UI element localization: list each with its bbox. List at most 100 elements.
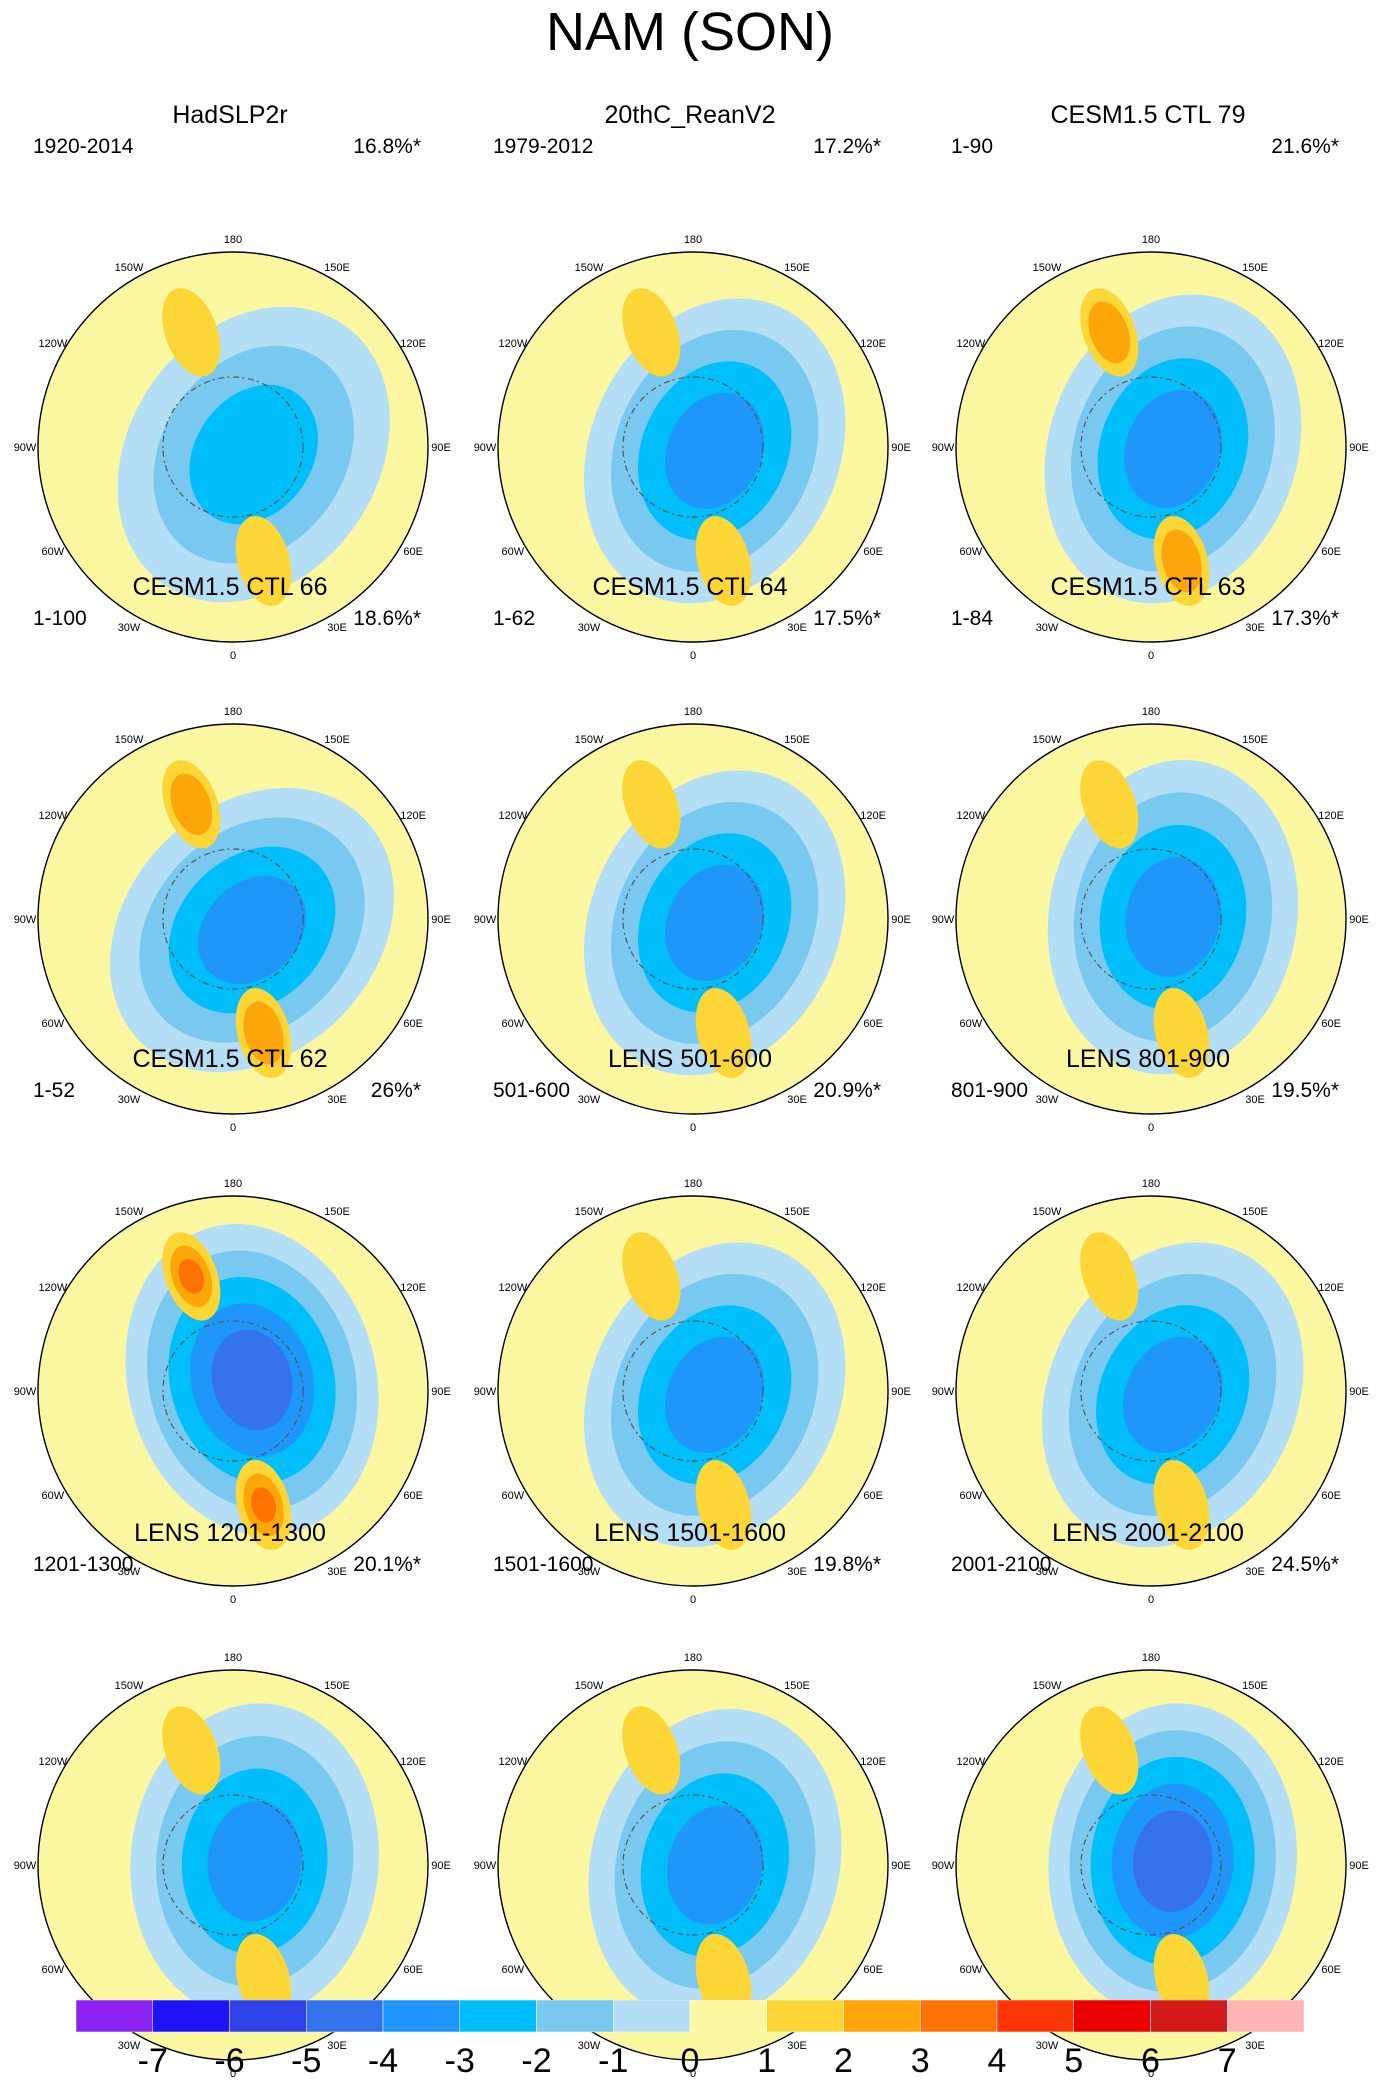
contour-negative (198, 875, 307, 985)
longitude-label: 90E (1349, 442, 1369, 454)
coastline (162, 1320, 304, 1462)
longitude-label: 30E (787, 1094, 807, 1106)
longitude-label: 30W (1036, 622, 1059, 634)
colorbar-bin (996, 2000, 1074, 2033)
panel-variance: 19.8%* (813, 1553, 881, 1576)
longitude-label: 120E (1318, 1756, 1344, 1768)
contour-positive (695, 988, 752, 1078)
longitude-label: 60E (863, 1490, 883, 1502)
panel-variance: 17.2%* (813, 135, 881, 158)
longitude-label: 150E (324, 1206, 350, 1218)
polar-map: 180 150E 120E 90E 60E 30E 0 30W 60W 90W 120W 150W (14, 706, 451, 1132)
colorbar-tick-label: 7 (1218, 2042, 1237, 2080)
colorbar-bin (1227, 2000, 1304, 2033)
longitude-label: 30W (1036, 1094, 1059, 1106)
longitude-label: 60W (502, 1018, 525, 1030)
colorbar-tick-label: -6 (214, 2042, 244, 2080)
contour-positive (622, 1706, 681, 1795)
longitude-label: 150W (1033, 1680, 1062, 1692)
panel-variance: 20.9%* (813, 1079, 881, 1102)
map-boundary (37, 723, 429, 1115)
panel-variance: 20.1%* (353, 1553, 421, 1576)
longitude-label: 30W (578, 1094, 601, 1106)
contour-negative (211, 1329, 293, 1431)
longitude-label: 150E (324, 1680, 350, 1692)
contour-positive (1088, 301, 1131, 364)
longitude-label: 90W (932, 1386, 955, 1398)
coastline (1080, 1320, 1222, 1462)
panel-period: 1501-1600 (493, 1553, 594, 1576)
longitude-label: 120W (498, 1756, 527, 1768)
panel-period: 1-62 (493, 607, 536, 630)
coastline (1080, 1794, 1222, 1936)
panel-title: LENS 501-600 (607, 1045, 772, 1073)
longitude-label: 30W (118, 2040, 141, 2052)
panel-title: HadSLP2r (172, 101, 288, 129)
longitude-label: 90E (891, 1386, 911, 1398)
coastline (162, 376, 304, 518)
longitude-label: 90E (1349, 1860, 1369, 1872)
longitude-label: 60W (42, 1490, 65, 1502)
contour-negative (1132, 1810, 1213, 1912)
contour-positive (1153, 988, 1210, 1078)
longitude-label: 90E (1349, 914, 1369, 926)
longitude-label: 0 (1148, 1594, 1154, 1604)
map-boundary (955, 1669, 1347, 2061)
longitude-label: 150W (1033, 734, 1062, 746)
colorbar-tick-label: 4 (988, 2042, 1007, 2080)
longitude-label: 120E (1318, 1282, 1344, 1294)
panel-title: LENS 1201-1300 (134, 1519, 326, 1547)
longitude-label: 0 (690, 2068, 696, 2078)
longitude-label: 60E (1321, 1490, 1341, 1502)
longitude-label: 150E (784, 734, 810, 746)
polar-map: 180 150E 120E 90E 60E 30E 0 30W 60W 90W 120W 150W (474, 234, 911, 660)
figure-title: NAM (SON) (546, 2, 834, 62)
contour-negative (207, 1801, 302, 1922)
longitude-label: 150W (575, 1206, 604, 1218)
longitude-label: 150W (575, 262, 604, 274)
longitude-label: 180 (224, 706, 242, 718)
longitude-label: 120E (1318, 338, 1344, 350)
map-boundary (497, 251, 889, 643)
longitude-label: 0 (690, 1122, 696, 1132)
map-panel: CESM1.5 CTL 63 1-84 17.3%* 180 150E 120E 90E 60… (918, 572, 1378, 1132)
longitude-label: 120W (498, 810, 527, 822)
longitude-label: 30W (578, 1566, 601, 1578)
panel-variance: 26%* (370, 1079, 421, 1102)
longitude-label: 150W (115, 734, 144, 746)
longitude-label: 180 (224, 1178, 242, 1190)
longitude-label: 60W (960, 1490, 983, 1502)
colorbar-tick-label: -5 (291, 2042, 321, 2080)
longitude-label: 90W (932, 442, 955, 454)
longitude-label: 120W (38, 810, 67, 822)
longitude-label: 150E (1242, 262, 1268, 274)
longitude-label: 30E (1245, 2040, 1265, 2052)
longitude-label: 90W (932, 1860, 955, 1872)
longitude-label: 120W (498, 1282, 527, 1294)
longitude-label: 120W (956, 1282, 985, 1294)
panel-period: 1920-2014 (33, 135, 134, 158)
map-panel: LENS 2001-2100 2001-2100 24.5%* 180 150E 120E… (918, 1518, 1378, 2078)
map-panel: CESM1.5 CTL 79 1-90 21.6%* 180 150E 120E 90E 60… (918, 100, 1378, 660)
longitude-label: 120E (860, 1282, 886, 1294)
colorbar-bin (229, 2000, 307, 2033)
map-panel: LENS 501-600 501-600 20.9%* 180 150E 120E 90E 6… (460, 1044, 920, 1604)
longitude-label: 120W (956, 810, 985, 822)
contour-negative (1125, 857, 1221, 977)
contour-positive (162, 288, 221, 377)
longitude-label: 90W (474, 1386, 497, 1398)
panel-period: 1-84 (951, 607, 994, 630)
longitude-label: 30W (1036, 2040, 1059, 2052)
contour-positive (243, 1001, 284, 1065)
map-boundary (955, 251, 1347, 643)
map-boundary (37, 1669, 429, 2061)
longitude-label: 30W (118, 622, 141, 634)
contour-negative (189, 384, 318, 525)
longitude-label: 90W (932, 914, 955, 926)
contour-positive (235, 516, 292, 606)
longitude-label: 150W (115, 1206, 144, 1218)
panel-variance: 17.3%* (1271, 607, 1339, 630)
contour-positive (170, 773, 213, 836)
panel-period: 1-90 (951, 135, 994, 158)
longitude-label: 90W (474, 1860, 497, 1872)
